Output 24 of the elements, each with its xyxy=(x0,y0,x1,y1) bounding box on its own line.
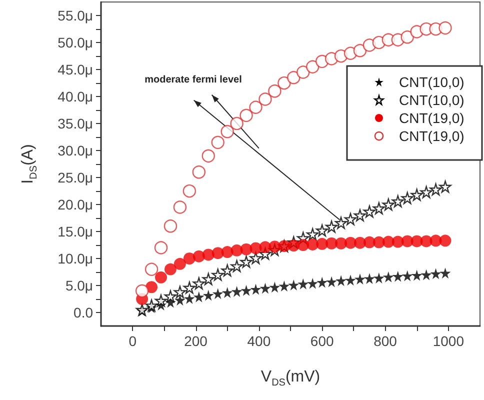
x-tick-label: 800 xyxy=(374,333,398,349)
y-tick-label: 25.0μ xyxy=(58,170,93,186)
y-tick-label: 50.0μ xyxy=(58,34,93,50)
y-tick-label: 15.0μ xyxy=(58,224,93,240)
x-tick-label: 0 xyxy=(128,333,137,349)
legend-label: CNT(10,0) xyxy=(399,92,464,108)
legend-label: CNT(19,0) xyxy=(399,128,464,144)
y-tick-label: 10.0μ xyxy=(58,250,93,266)
y-tick-label: 0.0 xyxy=(74,304,94,320)
legend-label: CNT(10,0) xyxy=(399,74,464,90)
y-tick-label: 55.0μ xyxy=(58,8,93,24)
y-tick-label: 30.0μ xyxy=(58,142,93,158)
legend-label: CNT(19,0) xyxy=(399,110,464,126)
y-axis-title: IDS(A) xyxy=(20,144,40,184)
x-tick-label: 1000 xyxy=(432,333,464,349)
x-tick-label: 400 xyxy=(247,333,271,349)
x-tick-label: 200 xyxy=(184,333,208,349)
y-tick-label: 35.0μ xyxy=(58,116,93,132)
x-tick-label: 600 xyxy=(310,333,334,349)
y-tick-label: 40.0μ xyxy=(58,88,93,104)
annotation: moderate fermi level xyxy=(144,74,242,86)
y-tick-label: 45.0μ xyxy=(58,62,93,78)
y-tick-label: 5.0μ xyxy=(65,278,93,294)
y-tick-label: 20.0μ xyxy=(58,196,93,212)
